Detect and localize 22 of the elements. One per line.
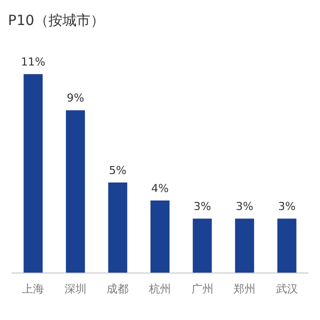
x-tick-label: 郑州 bbox=[234, 282, 256, 296]
chart-title: P10（按城市） bbox=[8, 12, 106, 31]
bar bbox=[24, 74, 43, 273]
bar bbox=[277, 218, 296, 273]
x-tick-label: 深圳 bbox=[64, 282, 86, 296]
x-tick-label: 上海 bbox=[22, 282, 44, 296]
x-tick-label: 武汉 bbox=[276, 282, 298, 296]
bar bbox=[150, 200, 170, 273]
bar bbox=[235, 218, 254, 273]
x-tick-label: 广州 bbox=[191, 282, 214, 296]
data-label: 3% bbox=[194, 200, 212, 213]
data-label: 3% bbox=[236, 200, 254, 213]
bar bbox=[66, 110, 85, 273]
data-label: 5% bbox=[108, 164, 126, 177]
data-label: 9% bbox=[66, 92, 84, 105]
data-label: 4% bbox=[151, 182, 169, 195]
bar bbox=[192, 218, 212, 273]
data-label: 11% bbox=[20, 55, 46, 68]
data-label: 3% bbox=[278, 200, 296, 213]
bar bbox=[108, 182, 128, 273]
x-tick-label: 成都 bbox=[106, 282, 129, 296]
x-tick-label: 杭州 bbox=[148, 282, 171, 296]
